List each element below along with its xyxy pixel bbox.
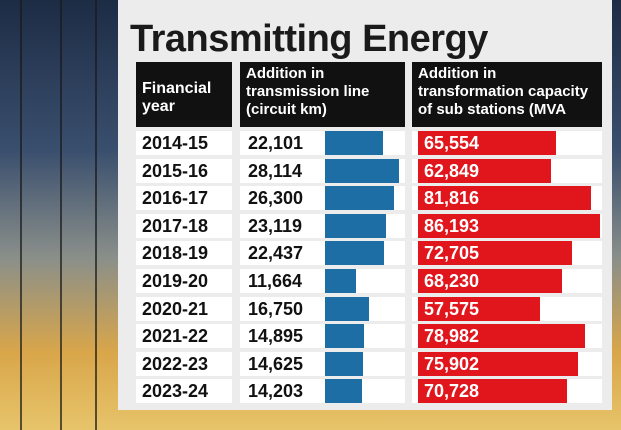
value-label: 22,437 — [248, 241, 303, 265]
bar — [325, 214, 386, 238]
value-label: 14,203 — [248, 379, 303, 403]
value-label: 62,849 — [424, 159, 479, 183]
bar — [325, 297, 369, 321]
bar — [325, 159, 399, 183]
value-label: 16,750 — [248, 297, 303, 321]
value-label: 14,895 — [248, 324, 303, 348]
page: {"chart_data": {"type": "table-bar", "ti… — [0, 0, 621, 430]
pylon — [20, 0, 22, 430]
bar — [325, 324, 364, 348]
value-label: 65,554 — [424, 131, 479, 155]
value-label: 26,300 — [248, 186, 303, 210]
column-header: Addition in transmission line (circuit k… — [240, 62, 405, 127]
bar — [325, 131, 383, 155]
bar — [325, 269, 356, 293]
bar — [325, 379, 362, 403]
bar — [325, 186, 394, 210]
chart-title: Transmitting Energy — [130, 18, 488, 61]
value-label: 22,101 — [248, 131, 303, 155]
category-label: 2017-18 — [142, 214, 208, 238]
column-header: Addition in transformation capacity of s… — [412, 62, 602, 127]
category-label: 2018-19 — [142, 241, 208, 265]
value-label: 75,902 — [424, 352, 479, 376]
category-label: 2021-22 — [142, 324, 208, 348]
value-label: 57,575 — [424, 297, 479, 321]
bar — [325, 352, 363, 376]
category-label: 2022-23 — [142, 352, 208, 376]
value-label: 68,230 — [424, 269, 479, 293]
value-label: 23,119 — [248, 214, 302, 238]
value-label: 72,705 — [424, 241, 479, 265]
bar — [325, 241, 384, 265]
column-header: Financial year — [136, 62, 232, 127]
pylon — [95, 0, 97, 430]
value-label: 86,193 — [424, 214, 479, 238]
category-label: 2015-16 — [142, 159, 208, 183]
category-label: 2019-20 — [142, 269, 208, 293]
value-label: 81,816 — [424, 186, 479, 210]
value-label: 11,664 — [248, 269, 302, 293]
value-label: 70,728 — [424, 379, 479, 403]
value-label: 28,114 — [248, 159, 302, 183]
category-label: 2023-24 — [142, 379, 208, 403]
pylon — [60, 0, 62, 430]
category-label: 2016-17 — [142, 186, 208, 210]
category-label: 2020-21 — [142, 297, 208, 321]
value-label: 14,625 — [248, 352, 303, 376]
value-label: 78,982 — [424, 324, 479, 348]
category-label: 2014-15 — [142, 131, 208, 155]
